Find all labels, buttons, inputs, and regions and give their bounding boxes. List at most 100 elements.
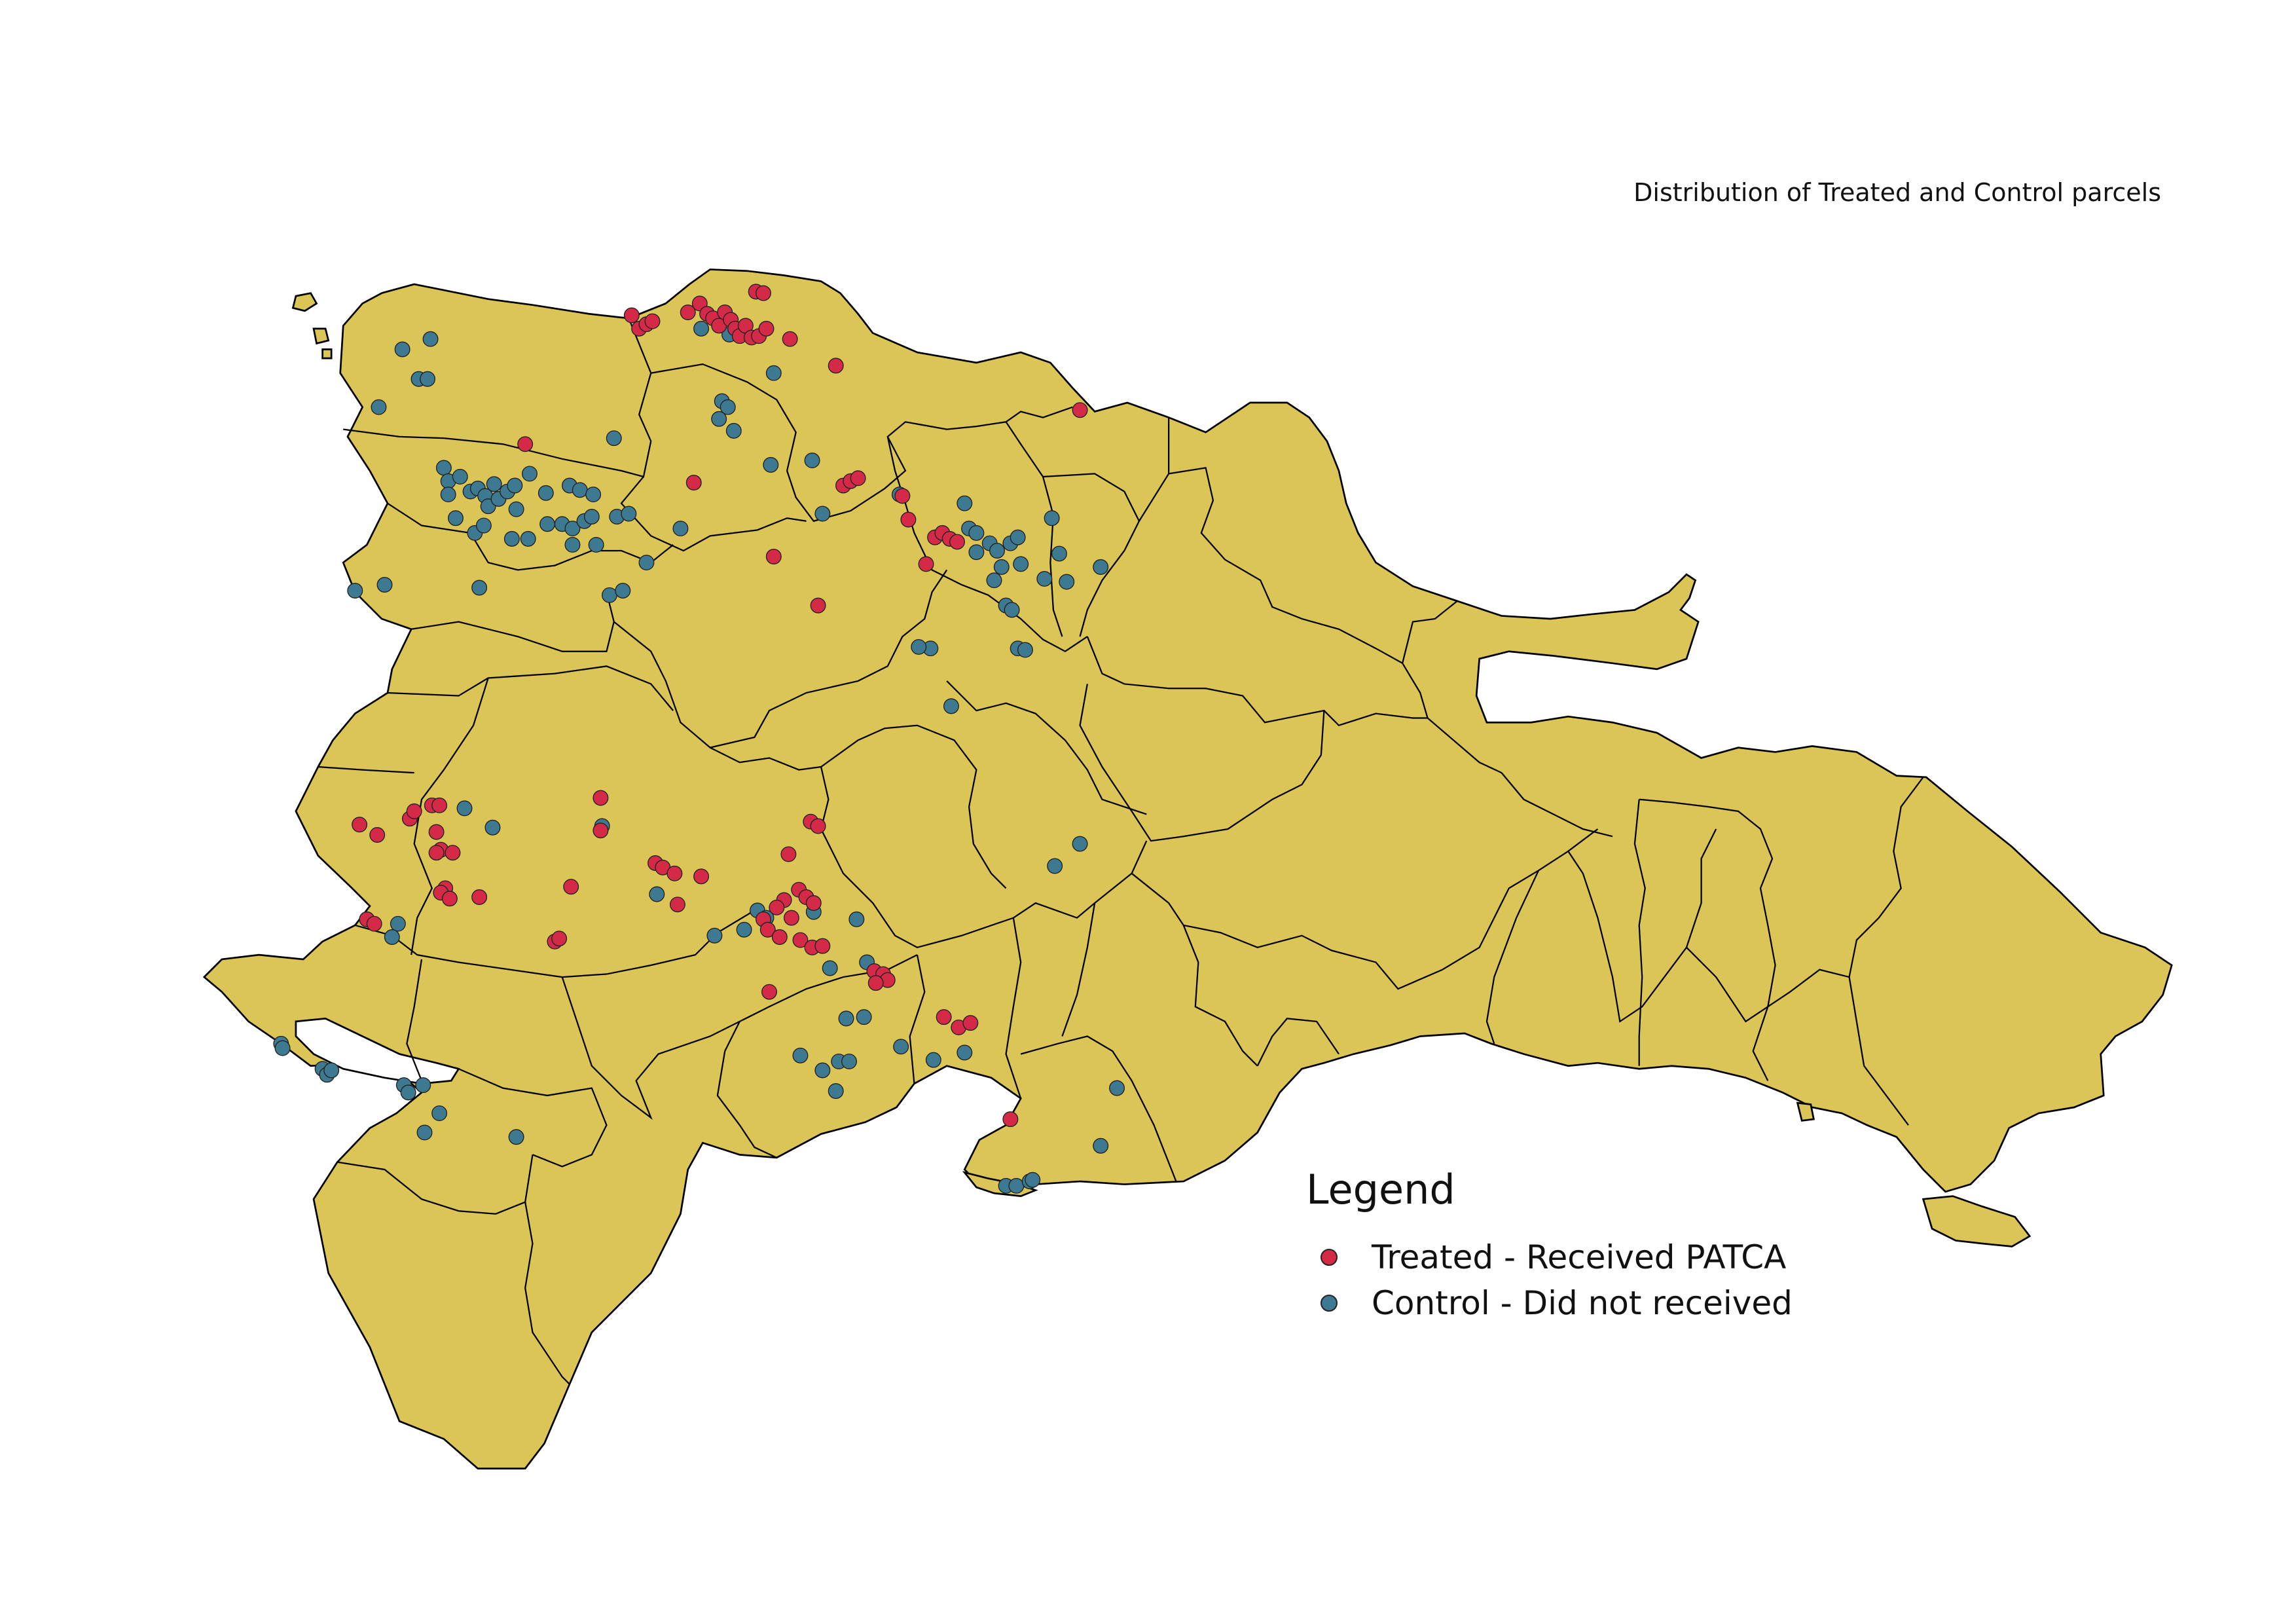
control-parcel-marker — [475, 517, 492, 534]
control-parcel-marker — [1059, 574, 1075, 590]
legend-item-treated: Treated - Received PATCA — [1306, 1234, 1793, 1280]
treated-parcel-marker — [563, 879, 579, 895]
control-parcel-marker — [1072, 836, 1088, 852]
control-parcel-marker — [384, 929, 400, 946]
boundary-line — [1501, 772, 1613, 838]
control-parcel-marker — [422, 331, 439, 347]
control-parcel-marker — [448, 510, 464, 526]
control-parcel-marker — [471, 580, 488, 596]
boundary-line — [1686, 947, 1768, 1023]
treated-parcel-marker — [765, 549, 782, 565]
boundary-line — [343, 318, 652, 478]
boundary-line — [1020, 1035, 1177, 1182]
control-parcel-marker — [649, 886, 665, 902]
province-boundaries — [318, 318, 1924, 1385]
control-parcel-marker — [400, 1084, 416, 1101]
boundary-line — [1256, 1018, 1339, 1067]
control-parcel-marker — [376, 576, 393, 593]
boundary-line — [1183, 828, 1599, 990]
islet-nw-3 — [321, 348, 333, 360]
control-parcel-marker — [968, 544, 985, 561]
treated-parcel-marker — [369, 827, 386, 843]
control-parcel-marker — [828, 1083, 844, 1099]
boundary-line — [561, 954, 918, 1120]
treated-parcel-marker — [592, 790, 609, 806]
boundary-line — [1485, 870, 1540, 1044]
legend-label-control: Control - Did not received — [1372, 1284, 1793, 1322]
treated-parcel-marker — [759, 921, 776, 938]
boundary-line — [318, 766, 414, 774]
boundary-line — [716, 1021, 777, 1158]
control-parcel-marker — [736, 921, 752, 938]
control-parcel-marker — [893, 1039, 909, 1055]
treated-parcel-marker — [366, 915, 382, 932]
map-title: Distribution of Treated and Control parc… — [1633, 178, 2161, 207]
control-parcel-marker — [638, 555, 655, 571]
boundary-line — [524, 1202, 570, 1385]
treated-parcel-marker — [441, 891, 458, 907]
treated-parcel-marker — [918, 556, 934, 572]
legend-label-treated: Treated - Received PATCA — [1372, 1238, 1787, 1276]
control-parcel-marker — [507, 477, 523, 494]
control-parcel-marker — [1044, 510, 1060, 526]
treated-parcel-marker — [666, 865, 683, 881]
boundary-line — [1639, 798, 1776, 1081]
control-parcel-marker — [486, 476, 502, 492]
boundary-line — [820, 724, 1007, 889]
control-parcel-marker — [804, 452, 820, 469]
control-parcel-marker — [390, 915, 406, 932]
treated-parcel-marker — [517, 436, 534, 452]
boundary-line — [387, 665, 674, 711]
control-parcel-marker — [814, 506, 831, 522]
control-parcel-marker — [508, 1129, 524, 1145]
control-parcel-marker — [1093, 559, 1109, 575]
treated-parcel-marker — [406, 803, 422, 819]
control-parcel-marker — [456, 800, 473, 817]
treated-swatch-icon — [1321, 1249, 1338, 1266]
boundary-line — [946, 680, 1147, 815]
treated-parcel-marker — [936, 1009, 952, 1025]
control-parcel-marker — [1036, 570, 1053, 587]
control-parcel-marker — [693, 320, 710, 337]
landmass-main — [202, 268, 2173, 1469]
control-parcel-marker — [602, 587, 617, 603]
control-parcel-marker — [957, 1044, 973, 1061]
control-parcel-marker — [911, 638, 927, 655]
treated-parcel-marker — [769, 899, 785, 915]
boundary-line — [387, 502, 674, 571]
control-parcel-marker — [725, 422, 742, 439]
treated-parcel-marker — [756, 285, 771, 301]
control-parcel-marker — [711, 411, 727, 427]
treated-parcel-marker — [471, 889, 488, 905]
treated-parcel-marker — [828, 358, 844, 374]
control-parcel-marker — [943, 698, 959, 714]
treated-parcel-marker — [758, 320, 774, 337]
control-parcel-marker — [420, 371, 436, 387]
control-parcel-marker — [957, 495, 973, 511]
boundary-line — [1633, 799, 1646, 1066]
boundary-line — [1767, 969, 1850, 1008]
control-parcel-marker — [583, 509, 600, 525]
control-parcel-marker — [564, 536, 581, 553]
boundary-line — [1848, 777, 1924, 1126]
boundary-line — [1168, 467, 1403, 664]
control-parcel-marker — [435, 460, 452, 476]
control-parcel-marker — [585, 487, 602, 503]
islet-nw-2 — [312, 327, 330, 345]
treated-parcel-marker — [949, 534, 965, 550]
control-parcel-marker — [792, 1047, 809, 1063]
control-parcel-marker — [925, 1052, 941, 1068]
boundary-line — [1079, 684, 1325, 842]
treated-parcel-marker — [783, 910, 799, 926]
control-parcel-marker — [431, 1105, 448, 1122]
control-parcel-marker — [1109, 1080, 1125, 1096]
boundary-line — [1567, 828, 1717, 1023]
treated-parcel-marker — [850, 470, 866, 487]
treated-parcel-marker — [445, 845, 461, 861]
control-parcel-marker — [856, 1009, 872, 1025]
control-parcel-marker — [606, 430, 622, 447]
control-parcel-marker — [394, 341, 410, 358]
boundary-line — [1042, 473, 1140, 637]
boundary-line — [1402, 600, 1458, 664]
control-parcel-marker — [1025, 1172, 1041, 1188]
